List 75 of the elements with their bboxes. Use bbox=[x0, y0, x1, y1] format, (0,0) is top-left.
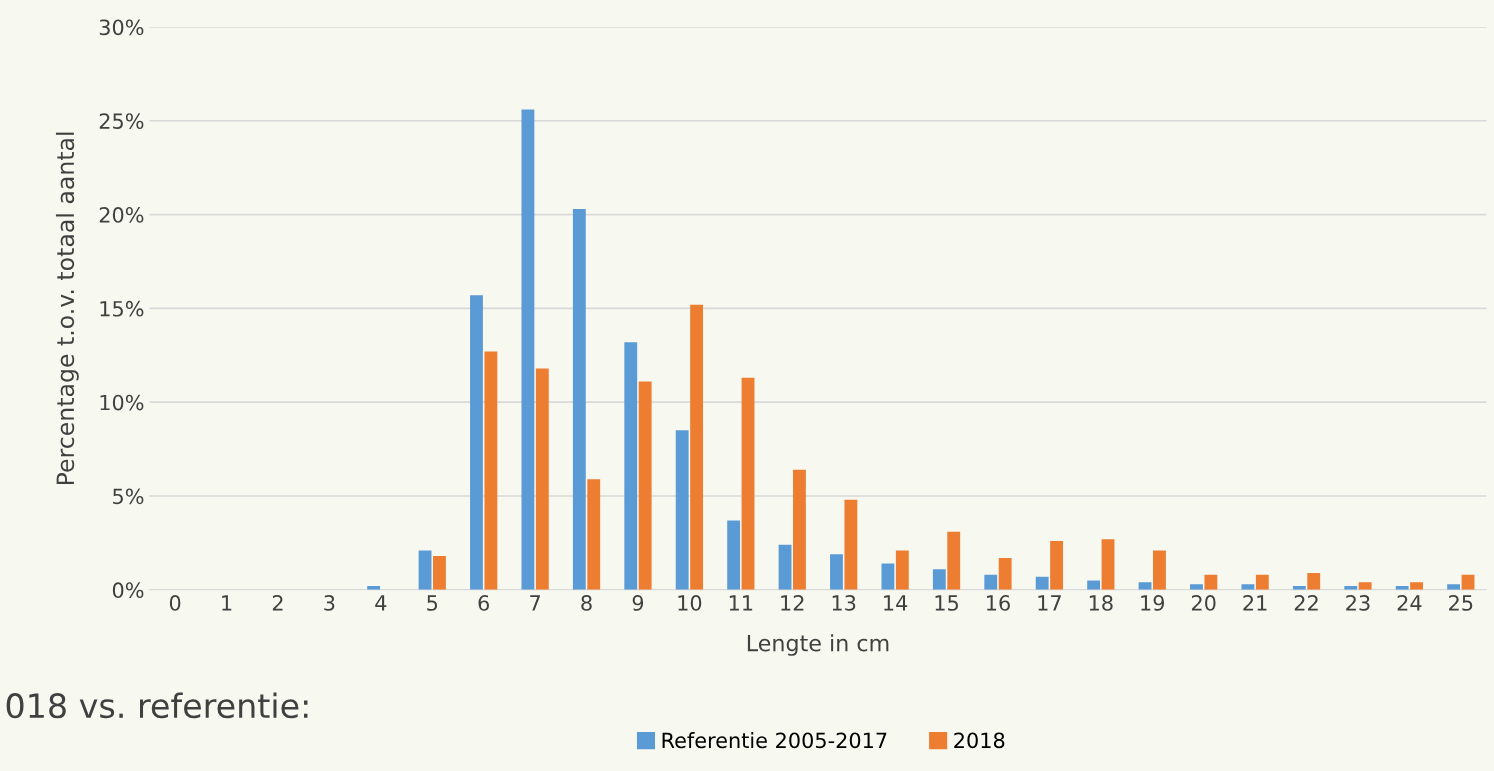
x-tick-label: 14 bbox=[884, 595, 908, 611]
bar bbox=[1035, 576, 1049, 590]
bar bbox=[1050, 541, 1064, 590]
bar bbox=[778, 544, 792, 590]
bar bbox=[932, 569, 946, 590]
bar bbox=[1255, 574, 1269, 590]
bar bbox=[433, 556, 446, 590]
x-tick-label: 1 bbox=[222, 595, 232, 611]
x-tick-label: 0 bbox=[169, 595, 181, 611]
bar bbox=[830, 554, 843, 590]
x-tick-label: 2 bbox=[272, 595, 283, 611]
x-tick-label: 7 bbox=[530, 595, 540, 611]
bar bbox=[793, 469, 806, 590]
x-tick-label: 24 bbox=[1397, 595, 1422, 611]
legend-label: 2018 bbox=[954, 732, 1005, 749]
x-tick-label: 15 bbox=[935, 595, 958, 611]
bar bbox=[1410, 582, 1424, 590]
bar bbox=[1087, 580, 1101, 590]
x-tick-label: 3 bbox=[324, 595, 335, 611]
y-tick-label: 5% bbox=[113, 488, 144, 505]
y-tick-label: 0% bbox=[112, 582, 144, 599]
bar bbox=[1204, 574, 1218, 590]
x-tick-label: 20 bbox=[1191, 595, 1216, 611]
x-tick-label: 19 bbox=[1141, 595, 1165, 611]
bar bbox=[1190, 584, 1203, 590]
bar bbox=[1101, 539, 1115, 590]
x-tick-label: 4 bbox=[375, 595, 387, 611]
x-tick-label: 23 bbox=[1346, 595, 1370, 611]
bar bbox=[535, 368, 549, 590]
bar bbox=[947, 531, 961, 590]
legend-label: Referentie 2005-2017 bbox=[662, 732, 887, 749]
bar bbox=[998, 557, 1012, 590]
x-tick-label: 8 bbox=[581, 595, 592, 611]
bar bbox=[1241, 584, 1255, 590]
x-tick-label: 9 bbox=[632, 595, 644, 611]
y-tick-label: 25% bbox=[99, 113, 144, 129]
x-tick-label: 13 bbox=[832, 595, 856, 611]
bar bbox=[727, 520, 741, 590]
x-tick-label: 25 bbox=[1449, 595, 1473, 611]
bar bbox=[675, 430, 689, 590]
bar bbox=[418, 550, 432, 590]
y-tick-label: 10% bbox=[100, 394, 144, 411]
bar bbox=[1153, 550, 1166, 590]
y-tick-label: 15% bbox=[100, 300, 144, 317]
bar bbox=[690, 304, 704, 590]
bar bbox=[1358, 582, 1372, 590]
bar bbox=[470, 295, 483, 590]
bar bbox=[741, 377, 755, 590]
x-tick-label: 6 bbox=[478, 595, 489, 611]
bar bbox=[984, 574, 998, 590]
x-tick-label: 22 bbox=[1294, 595, 1318, 611]
bar bbox=[624, 342, 638, 590]
bar bbox=[638, 381, 652, 590]
x-tick-label: 16 bbox=[987, 595, 1010, 611]
bar bbox=[572, 208, 586, 590]
x-tick-label: 11 bbox=[729, 595, 753, 611]
bar bbox=[521, 109, 535, 590]
x-tick-label: 10 bbox=[678, 595, 702, 611]
bar bbox=[484, 351, 498, 590]
x-tick-label: 17 bbox=[1038, 595, 1061, 611]
x-tick-label: 21 bbox=[1243, 595, 1267, 611]
y-tick-label: 20% bbox=[99, 207, 144, 223]
x-tick-label: 5 bbox=[427, 595, 438, 611]
bar bbox=[1307, 572, 1321, 590]
bar bbox=[587, 479, 601, 590]
x-axis-title: Lengte in cm bbox=[747, 634, 889, 656]
x-tick-label: 12 bbox=[781, 595, 804, 611]
x-tick-label: 18 bbox=[1089, 595, 1113, 611]
y-axis-title: Percentage t.o.v. totaal aantal bbox=[55, 132, 79, 485]
bar bbox=[844, 499, 858, 590]
bar bbox=[1447, 584, 1461, 590]
text: 018 vs. referentie: bbox=[6, 692, 308, 719]
y-tick-label: 30% bbox=[99, 19, 144, 36]
bar bbox=[895, 550, 909, 590]
bar bbox=[881, 563, 895, 590]
